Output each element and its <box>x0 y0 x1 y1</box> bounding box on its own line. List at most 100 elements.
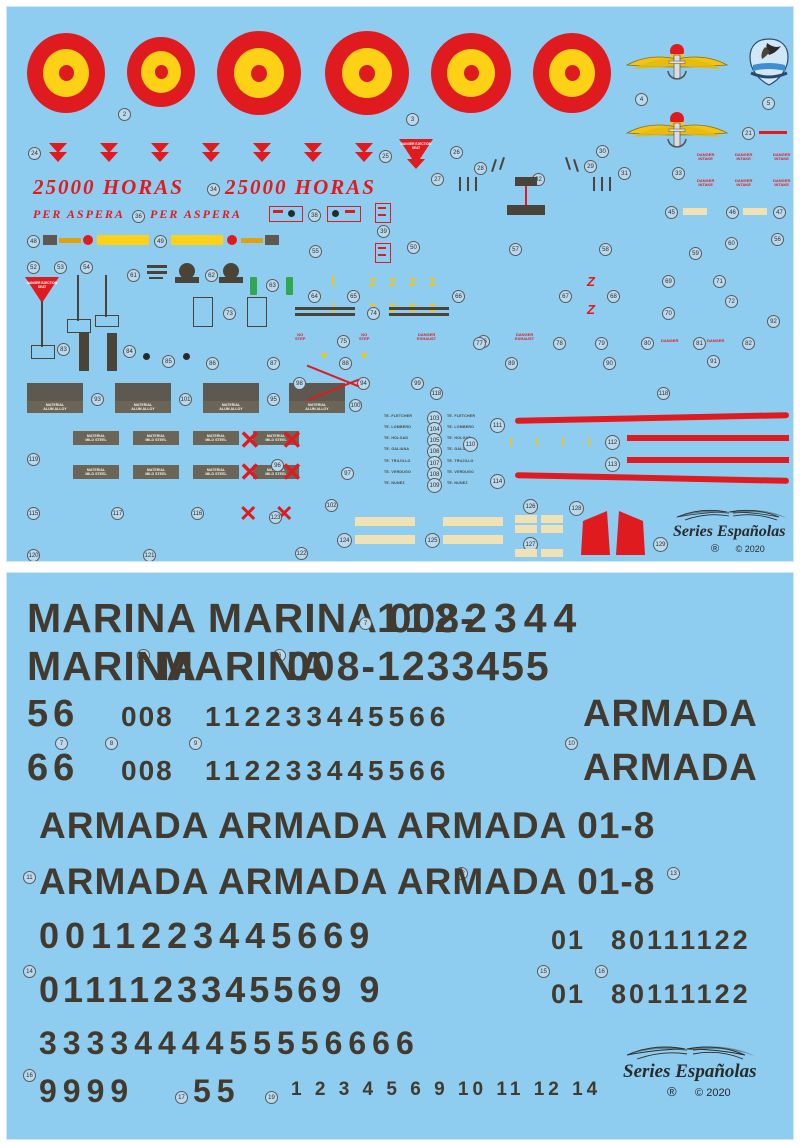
placard-line1: MATERIAL <box>206 433 226 438</box>
red-x-marking: ✕ <box>239 457 261 487</box>
callout-13: 13 <box>667 867 680 880</box>
callout-102: 102 <box>325 499 338 512</box>
ejection-seat-triangle <box>202 143 220 153</box>
red-warning-stencil: DANGER EXHAUST <box>515 332 535 342</box>
bottom-lettering-panel: MARINA MARINA 008- 7 1122344 1 MARINA 6 … <box>6 572 794 1140</box>
placard-line1: MATERIAL <box>45 402 65 407</box>
callout-74: 74 <box>367 307 380 320</box>
red-box-39 <box>375 203 391 223</box>
callout-54: 54 <box>80 261 93 274</box>
callout-75: 75 <box>337 335 350 348</box>
callout-49: 49 <box>154 235 167 248</box>
red-bar <box>378 207 386 209</box>
ejection-seat-triangle <box>253 152 271 162</box>
marina-line-1: MARINA MARINA 008- <box>27 595 475 641</box>
placard-line1: MATERIAL <box>307 402 327 407</box>
callout-123: 123 <box>269 511 282 524</box>
roundel-2 <box>127 37 195 107</box>
callout-5: 5 <box>762 97 775 110</box>
callout-114: 114 <box>490 474 505 489</box>
flag-pole-3 <box>105 275 107 317</box>
line7-b: 01 <box>551 925 586 955</box>
callout-100: 100 <box>349 399 362 412</box>
cream-strip <box>355 535 415 544</box>
yellow-exclamation: ! <box>587 435 592 450</box>
ejection-seat-triangle <box>49 152 67 162</box>
green-marker-2 <box>286 277 293 295</box>
crew-name-col2: TE. HOLGAD <box>447 436 472 440</box>
red-stencil: DANGER INTAKE <box>773 178 791 188</box>
callout-121: 121 <box>143 549 156 561</box>
tick-mark <box>475 177 477 191</box>
callout-31: 31 <box>618 167 631 180</box>
roundel-1 <box>27 33 105 113</box>
placard-line1: MATERIAL <box>86 467 106 472</box>
red-wing-stripe <box>514 412 790 424</box>
callout-60: 60 <box>725 237 738 250</box>
small-dot <box>143 353 150 360</box>
yellow-marker: ▼ <box>319 351 329 362</box>
callout-80: 80 <box>641 337 654 350</box>
cream-block <box>515 515 537 523</box>
squadron-badge-icon <box>749 38 789 86</box>
tick-mark <box>459 177 461 191</box>
callout-78: 78 <box>553 337 566 350</box>
callout-56: 56 <box>771 233 784 246</box>
red-bar <box>378 214 386 216</box>
callout-30: 30 <box>596 145 609 158</box>
rescue-dot <box>83 235 93 245</box>
line9-digits: 3333444455556666 <box>39 1025 420 1061</box>
red-bar <box>378 254 386 256</box>
callout-64: 64 <box>308 290 321 303</box>
callout-70: 70 <box>662 307 675 320</box>
red-dash-2 <box>345 210 355 213</box>
brand-name-bottom: Series Españolas <box>623 1061 757 1082</box>
crew-name-col2: TE. TRUJILLO <box>447 459 474 463</box>
material-plate-bg <box>115 383 171 405</box>
long-stencil <box>295 313 355 316</box>
registered-mark-bottom: ® <box>667 1084 677 1099</box>
material-mild-steel-placard: MATERIAL MILD STEEL <box>133 465 179 479</box>
callout-29: 29 <box>584 160 597 173</box>
cream-label <box>683 208 707 215</box>
line4-c: 112233445566 <box>205 755 451 786</box>
line8-c: 80111122 <box>611 979 751 1009</box>
probe-base-2 <box>219 277 243 283</box>
rescue-stencil-2 <box>265 235 279 245</box>
callout-120: 120 <box>27 549 40 561</box>
callout-21: 21 <box>742 127 755 140</box>
callout-2: 2 <box>118 108 131 121</box>
long-stencil <box>389 307 449 310</box>
material-mild-steel-placard: MATERIAL MILD STEEL <box>193 465 239 479</box>
armada-line-5: ARMADA ARMADA ARMADA 01-8 <box>39 805 656 846</box>
line7-c: 80111122 <box>611 925 751 955</box>
callout-11: 11 <box>23 871 36 884</box>
callout-72: 72 <box>725 295 738 308</box>
placard-line2: MILD STEEL <box>205 438 227 442</box>
callout-90: 90 <box>603 357 616 370</box>
callout-98: 98 <box>293 377 306 390</box>
crew-name-col2: TE. VERDUGO <box>447 470 474 474</box>
yellow-digit-2: 2 <box>389 275 396 289</box>
callout-71: 71 <box>713 275 726 288</box>
red-box-marking-2 <box>327 206 361 222</box>
callout-82: 82 <box>742 337 755 350</box>
ejection-seat-triangle <box>151 152 169 162</box>
callout-125: 125 <box>425 533 440 548</box>
callout-7a: 7 <box>359 617 372 630</box>
cream-strip <box>355 517 415 526</box>
callout-87: 87 <box>267 357 280 370</box>
callout-27: 27 <box>431 173 444 186</box>
walkway-stencil-2 <box>507 205 545 215</box>
yellow-exclamation: ! <box>561 435 566 450</box>
callout-17: 17 <box>175 1091 188 1104</box>
callout-8: 8 <box>105 737 118 750</box>
cream-block <box>541 525 563 533</box>
material-mild-steel-placard: MATERIAL MILD STEEL <box>193 431 239 445</box>
placard-line2: ALUM ALLOY <box>131 407 155 411</box>
black-dot-2 <box>332 210 339 217</box>
callout-111: 111 <box>490 418 505 433</box>
callout-129: 129 <box>653 537 668 552</box>
material-alum-alloy-placard-4: MATERIAL ALUM ALLOY <box>289 401 345 413</box>
callout-12: 12 <box>455 867 468 880</box>
